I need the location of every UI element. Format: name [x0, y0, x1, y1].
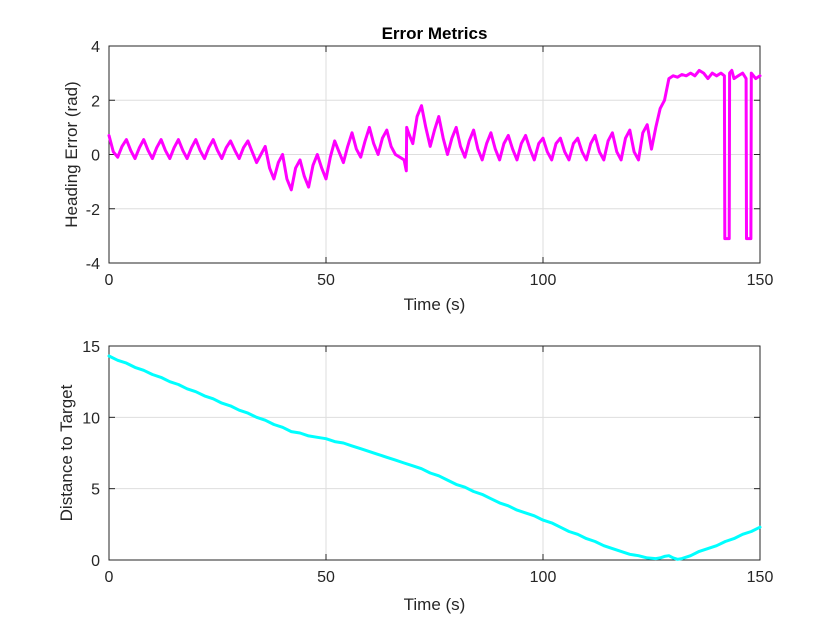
heading-error-x-tick-label-3: 150	[747, 272, 774, 289]
heading-error-y-tick-label-0: -4	[86, 256, 100, 273]
distance-series	[107, 354, 762, 561]
distance-plot-area	[109, 346, 760, 560]
heading-error-series	[107, 68, 762, 241]
distance-x-axis-label: Time (s)	[404, 595, 466, 614]
chart-title: Error Metrics	[382, 24, 488, 43]
distance-x-tick-label-1: 50	[317, 569, 335, 586]
heading-error-x-tick-label-2: 100	[530, 272, 557, 289]
heading-error-y-tick-label-1: -2	[86, 202, 100, 219]
distance-y-tick-label-2: 10	[82, 410, 100, 427]
heading-error-y-tick-label-3: 2	[91, 93, 100, 110]
distance-y-tick-label-1: 5	[91, 482, 100, 499]
distance-y-axis-label: Distance to Target	[57, 384, 76, 521]
heading-error-ticks: 0 50 100 150 -4 -2 0 2 4	[86, 39, 774, 289]
distance-axes: 0 50 100 150 0 5 10 15 Time (s) Distance to Tar…	[57, 339, 773, 614]
distance-x-tick-label-2: 100	[530, 569, 557, 586]
distance-ticks: 0 50 100 150 0 5 10 15	[82, 339, 773, 586]
distance-x-tick-label-3: 150	[747, 569, 774, 586]
heading-error-x-axis-label: Time (s)	[404, 295, 466, 314]
heading-error-x-tick-label-0: 0	[105, 272, 114, 289]
distance-y-tick-label-0: 0	[91, 553, 100, 570]
heading-error-y-tick-label-4: 4	[91, 39, 100, 56]
heading-error-y-tick-label-2: 0	[91, 148, 100, 165]
heading-error-y-axis-label: Heading Error (rad)	[62, 81, 81, 227]
heading-error-series-line-0	[107, 68, 762, 241]
distance-y-tick-label-3: 15	[82, 339, 100, 356]
heading-error-x-tick-label-1: 50	[317, 272, 335, 289]
distance-series-line-0	[107, 354, 762, 561]
distance-x-tick-label-0: 0	[105, 569, 114, 586]
distance-frame	[108, 345, 761, 561]
